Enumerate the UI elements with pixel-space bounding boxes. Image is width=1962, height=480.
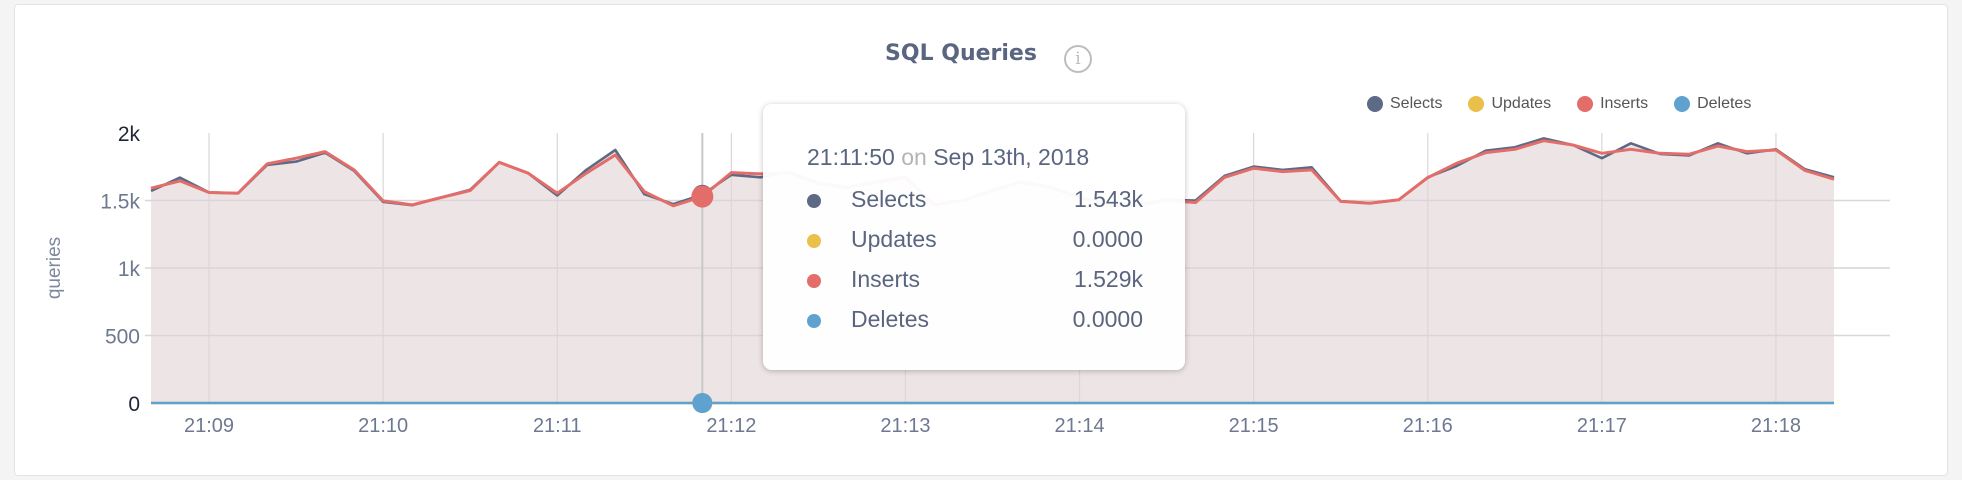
hover-marker-inserts [691, 185, 714, 208]
tooltip-label: Selects [851, 186, 927, 212]
series-dot [807, 314, 821, 328]
y-tick-label: 1k [118, 258, 141, 281]
y-tick-label: 0 [128, 393, 140, 416]
tooltip-value: 0.0000 [1072, 226, 1143, 252]
legend-item-inserts[interactable]: Inserts [1577, 95, 1648, 113]
tooltip-value: 1.529k [1073, 266, 1143, 292]
x-tick-label: 21:10 [358, 415, 408, 437]
x-tick-label: 21:16 [1403, 415, 1453, 437]
tooltip-label: Deletes [851, 306, 929, 332]
legend-label: Inserts [1600, 95, 1649, 112]
chart-tooltip: 21:11:50 on Sep 13th, 2018 Selects 1.543k… [763, 104, 1185, 370]
tooltip-row-deletes: Deletes 0.0000 [807, 306, 1143, 336]
legend-dot [1367, 96, 1383, 112]
legend-dot [1577, 96, 1594, 112]
info-circle-icon[interactable]: i [1064, 45, 1092, 73]
legend-dot [1468, 96, 1485, 112]
legend-item-selects[interactable]: Selects [1367, 95, 1442, 113]
x-tick-label: 21:12 [706, 415, 756, 437]
tooltip-date: Sep 13th, 2018 [933, 144, 1090, 170]
tooltip-time: 21:11:50 [807, 144, 895, 170]
series-dot [807, 234, 821, 248]
x-tick-label: 21:09 [184, 415, 234, 437]
tooltip-header: 21:11:50 on Sep 13th, 2018 [807, 144, 1089, 171]
hover-marker-deletes [692, 393, 713, 413]
tooltip-value: 0.0000 [1072, 306, 1143, 332]
legend: Selects Updates Inserts Deletes [1367, 95, 1777, 113]
tooltip-value: 1.543k [1073, 186, 1143, 212]
legend-label: Deletes [1697, 95, 1752, 112]
legend-item-deletes[interactable]: Deletes [1674, 95, 1751, 113]
y-tick-label: 1.5k [100, 191, 140, 214]
tooltip-row-selects: Selects 1.543k [807, 186, 1143, 216]
y-axis-label: queries [44, 237, 65, 299]
y-tick-label: 2k [118, 123, 141, 146]
tooltip-label: Inserts [851, 266, 921, 292]
series-dot [807, 194, 821, 208]
tooltip-row-inserts: Inserts 1.529k [807, 266, 1143, 296]
series-dot [807, 274, 821, 288]
tooltip-row-updates: Updates 0.0000 [807, 226, 1143, 256]
legend-item-updates[interactable]: Updates [1468, 95, 1551, 113]
chart-title: SQL Queries [885, 41, 1037, 66]
x-tick-label: 21:15 [1229, 415, 1279, 437]
legend-label: Selects [1390, 95, 1443, 112]
x-tick-label: 21:14 [1055, 415, 1105, 437]
x-tick-label: 21:13 [880, 415, 930, 437]
legend-label: Updates [1491, 95, 1552, 112]
x-tick-label: 21:11 [533, 415, 582, 437]
y-tick-label: 500 [105, 326, 140, 349]
tooltip-on: on [901, 144, 927, 170]
x-tick-label: 21:17 [1577, 415, 1627, 437]
x-tick-label: 21:18 [1751, 415, 1801, 437]
tooltip-label: Updates [851, 226, 937, 252]
legend-dot [1674, 96, 1691, 112]
